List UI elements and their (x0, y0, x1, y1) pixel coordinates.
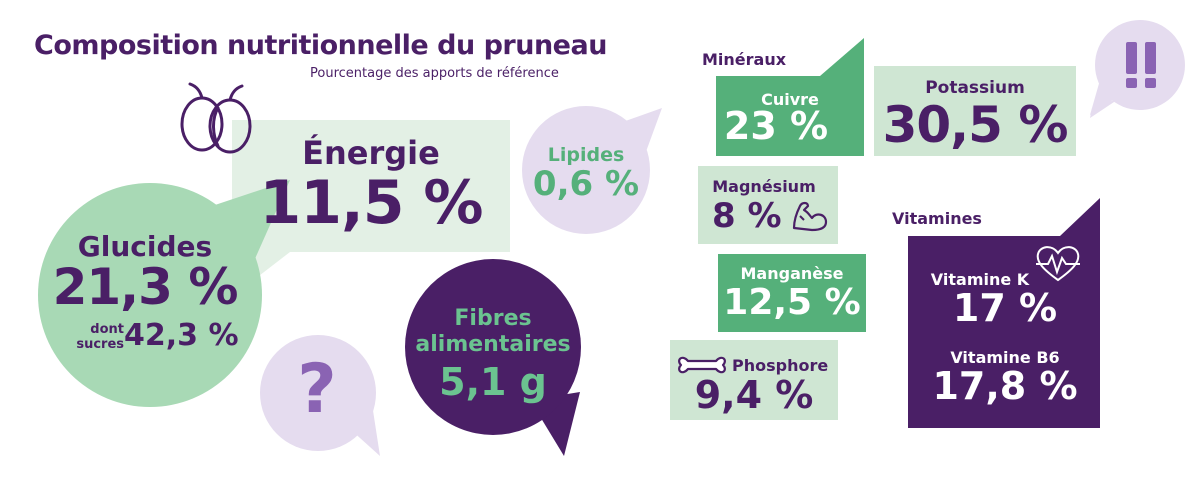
glucides-value: 21,3 % (52, 258, 239, 316)
phosphore-label: Phosphore (732, 356, 829, 375)
exclamation-bubble (1090, 20, 1185, 118)
phosphore-value: 9,4 % (694, 373, 814, 417)
fibres-label-line-1: Fibres (454, 306, 532, 331)
fibres-label-line-2: alimentaires (415, 332, 571, 357)
manganese-value: 12,5 % (723, 282, 861, 323)
question-bubble (260, 335, 380, 456)
vitamine-b6-label: Vitamine B6 (950, 348, 1060, 367)
lipides-label: Lipides (547, 144, 625, 166)
vitamines-heading: Vitamines (892, 209, 982, 228)
magnesium-label: Magnésium (712, 177, 816, 196)
vitamine-k-label: Vitamine K (930, 270, 1030, 289)
sucres-label-line-1: dont (90, 322, 124, 337)
cuivre-label: Cuivre (761, 90, 819, 109)
energie-value: 11,5 % (259, 168, 483, 238)
question-icon: ? (297, 350, 337, 429)
bone-icon (678, 356, 726, 374)
sucres-label-line-2: sucres (76, 337, 124, 352)
cuivre-value: 23 % (723, 104, 829, 148)
sucres-label: dont sucres (70, 322, 124, 352)
lipides-value: 0,6 % (532, 164, 640, 204)
cuivre-box (716, 38, 864, 156)
glucides-label: Glucides (77, 230, 213, 263)
potassium-label: Potassium (925, 78, 1025, 98)
page-subtitle: Pourcentage des apports de référence (310, 66, 559, 81)
manganese-box (718, 254, 866, 332)
sucres-value: 42,3 % (124, 318, 239, 353)
magnesium-value: 8 % (712, 196, 782, 236)
energie-label: Énergie (302, 134, 440, 172)
fibres-value: 5,1 g (439, 360, 547, 404)
fibres-bubble (405, 259, 581, 456)
lipides-bubble (522, 106, 662, 234)
prune-icon (180, 82, 252, 154)
glucides-bubble (38, 180, 290, 407)
manganese-label: Manganèse (740, 264, 844, 283)
phosphore-box (670, 340, 838, 420)
vitamine-k-value: 17 % (952, 286, 1058, 330)
muscle-icon (792, 201, 828, 232)
fibres-label: Fibres alimentaires (408, 306, 578, 358)
mineraux-heading: Minéraux (702, 50, 787, 69)
potassium-value: 30,5 % (882, 96, 1069, 154)
potassium-box (874, 66, 1076, 156)
page-title: Composition nutritionnelle du pruneau (34, 30, 607, 61)
vitamine-b6-value: 17,8 % (932, 364, 1078, 408)
exclamation-icon (1126, 42, 1156, 88)
heart-pulse-icon (1036, 246, 1080, 282)
